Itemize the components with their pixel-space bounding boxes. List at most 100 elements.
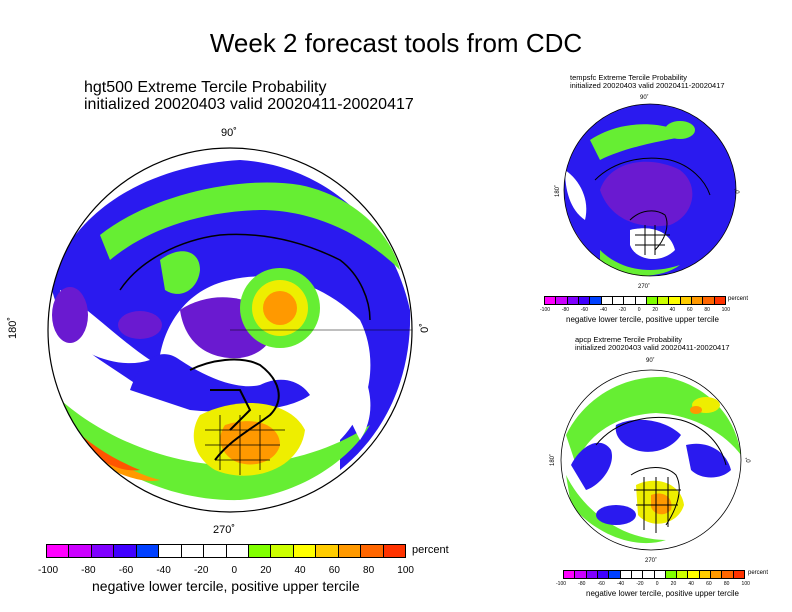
green-band-top xyxy=(100,182,400,270)
colorbar-segment xyxy=(680,297,693,304)
colorbar-segment xyxy=(181,545,205,557)
colorbar-segment xyxy=(586,571,598,578)
br-colorbar-unit: percent xyxy=(748,570,769,576)
colorbar-tick-label: 80 xyxy=(363,565,375,576)
tr-colorbar-unit: percent xyxy=(728,296,749,302)
colorbar-segment xyxy=(699,571,712,578)
tr-green-spot xyxy=(665,121,695,139)
colorbar-tick-label: 100 xyxy=(397,565,414,576)
colorbar-segment xyxy=(361,545,384,557)
colorbar-segment xyxy=(545,297,557,304)
colorbar-segment xyxy=(556,297,568,304)
colorbar-tick-label: -20 xyxy=(618,307,627,313)
colorbar-segment xyxy=(609,571,621,578)
colorbar-tick-label: -80 xyxy=(578,581,586,587)
tr-colorbar xyxy=(544,296,726,305)
colorbar-tick-label: 60 xyxy=(328,565,340,576)
colorbar-segment xyxy=(601,297,613,304)
br-lon-right: 0˚ xyxy=(746,457,753,463)
bottom-right-polar-map xyxy=(560,369,742,551)
colorbar-segment xyxy=(564,571,576,578)
slide-title: Week 2 forecast tools from CDC xyxy=(209,28,583,58)
colorbar-tick-label: 80 xyxy=(704,307,710,313)
main-lat-top: 90˚ xyxy=(221,127,237,139)
colorbar-segment xyxy=(733,571,744,578)
colorbar-tick-label: 0 xyxy=(637,307,641,313)
main-map-title: hgt500 Extreme Tercile Probability initi… xyxy=(84,79,414,114)
colorbar-segment xyxy=(722,571,734,578)
colorbar-segment xyxy=(658,297,670,304)
purple-blob-left xyxy=(52,287,88,343)
colorbar-segment xyxy=(669,297,681,304)
colorbar-tick-label: -100 xyxy=(556,581,567,587)
colorbar-segment xyxy=(69,545,92,557)
colorbar-tick-label: 100 xyxy=(721,307,730,313)
tr-coastline xyxy=(629,210,670,255)
anomaly-pacific-red xyxy=(70,425,140,471)
br-colorbar-ticks: -100 -80 -60 -40 -20 0 20 40 60 80 100 xyxy=(556,581,750,587)
colorbar-tick-label: -20 xyxy=(636,581,644,587)
colorbar-tick-label: -100 xyxy=(540,307,551,313)
main-colorbar xyxy=(46,544,406,558)
colorbar-tick-label: 100 xyxy=(741,581,750,587)
tr-lon-right: 0˚ xyxy=(735,188,742,194)
br-blue-bottom xyxy=(596,505,636,525)
colorbar-tick-label: 60 xyxy=(706,581,712,587)
anomaly-greenland-core xyxy=(263,291,297,325)
colorbar-tick-label: -20 xyxy=(193,565,209,576)
tr-green-bottom xyxy=(600,250,680,276)
br-blue-center xyxy=(615,419,681,452)
colorbar-segment xyxy=(677,571,689,578)
main-map-title-line1: hgt500 Extreme Tercile Probability xyxy=(84,79,327,96)
colorbar-segment xyxy=(597,571,610,578)
colorbar-segment xyxy=(711,571,723,578)
colorbar-tick-label: 40 xyxy=(669,307,676,313)
colorbar-tick-label: 60 xyxy=(686,307,693,313)
colorbar-tick-label: 20 xyxy=(652,307,658,313)
colorbar-segment xyxy=(248,545,272,557)
colorbar-segment xyxy=(47,545,70,557)
colorbar-tick-label: 40 xyxy=(294,565,306,576)
br-lat-top: 90˚ xyxy=(646,358,655,364)
colorbar-segment xyxy=(578,297,591,304)
colorbar-tick-label: 40 xyxy=(688,581,694,587)
br-coastline xyxy=(630,467,681,533)
tr-purple-center xyxy=(600,161,693,227)
tr-lon-bottom: 270˚ xyxy=(638,284,651,290)
colorbar-segment xyxy=(624,297,636,304)
tr-white-bottom xyxy=(630,228,675,260)
colorbar-tick-label: -100 xyxy=(38,565,59,576)
coastline-eurasia xyxy=(119,233,371,321)
colorbar-tick-label: -60 xyxy=(118,565,134,576)
br-colorbar xyxy=(563,570,745,579)
main-colorbar-unit: percent xyxy=(412,544,449,556)
colorbar-segment xyxy=(567,297,579,304)
colorbar-segment xyxy=(271,545,294,557)
bottom-right-map-title: apcp Extreme Tercile Probability initial… xyxy=(575,336,730,352)
purple-blob-center xyxy=(118,311,162,339)
colorbar-tick-label: -40 xyxy=(599,307,608,313)
colorbar-tick-label: 0 xyxy=(655,581,659,587)
colorbar-segment xyxy=(703,297,715,304)
colorbar-segment xyxy=(293,545,317,557)
colorbar-segment xyxy=(654,571,666,578)
br-blue-left xyxy=(571,442,612,490)
colorbar-segment xyxy=(643,571,655,578)
colorbar-segment xyxy=(136,545,160,557)
blue-field-lower xyxy=(130,354,310,412)
colorbar-segment xyxy=(383,545,405,557)
colorbar-segment xyxy=(590,297,602,304)
tr-colorbar-ticks: -100 -80 -60 -40 -20 0 20 40 60 80 100 xyxy=(540,307,730,313)
br-lon-left: 180˚ xyxy=(550,453,557,467)
main-polar-map xyxy=(47,147,413,513)
colorbar-segment xyxy=(114,545,137,557)
colorbar-tick-label: -60 xyxy=(597,581,605,587)
tr-white-left xyxy=(565,170,587,220)
colorbar-segment xyxy=(575,571,587,578)
br-colorbar-caption: negative lower tercile, positive upper t… xyxy=(586,589,739,598)
main-lon-bottom: 270˚ xyxy=(213,524,236,536)
colorbar-segment xyxy=(316,545,339,557)
anomaly-us-orange xyxy=(220,421,280,465)
colorbar-segment xyxy=(646,297,659,304)
tr-colorbar-caption: negative lower tercile, positive upper t… xyxy=(566,315,719,324)
